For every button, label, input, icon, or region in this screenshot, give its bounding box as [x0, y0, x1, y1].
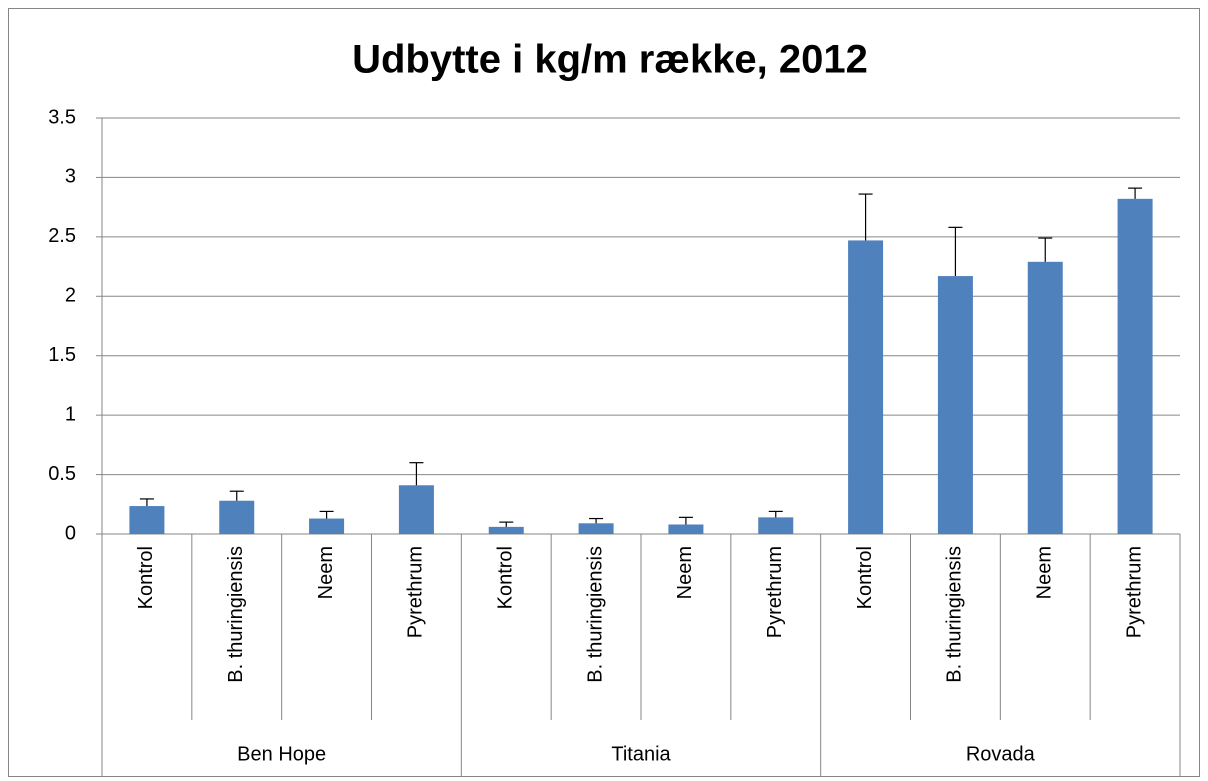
x-tick-label: Pyrethrum — [1123, 546, 1145, 638]
y-tick-label: 1.5 — [48, 344, 76, 366]
group-label: Ben Hope — [237, 743, 326, 765]
x-tick-label: B. thuringiensis — [225, 546, 247, 683]
x-tick-label: Neem — [1034, 546, 1056, 599]
x-tick-label: Kontrol — [135, 546, 157, 609]
y-tick-label: 3 — [65, 166, 76, 188]
group-label: Titania — [611, 743, 671, 765]
x-tick-label: B. thuringiensis — [584, 546, 606, 683]
x-tick-label: Kontrol — [854, 546, 876, 609]
y-tick-label: 1 — [65, 403, 76, 425]
bar — [1117, 198, 1153, 534]
y-tick-label: 0.5 — [48, 463, 76, 485]
x-tick-label: B. thuringiensis — [944, 546, 966, 683]
y-tick-label: 2 — [65, 285, 76, 307]
bar — [668, 524, 704, 534]
x-tick-label: Pyrethrum — [764, 546, 786, 638]
x-tick-label: Pyrethrum — [405, 546, 427, 638]
y-tick-label: 2.5 — [48, 225, 76, 247]
bar — [488, 526, 524, 534]
bar — [129, 506, 165, 534]
bar — [398, 485, 434, 534]
bar — [578, 523, 614, 534]
y-tick-label: 3.5 — [48, 106, 76, 128]
chart-title: Udbytte i kg/m række, 2012 — [352, 38, 868, 82]
y-tick-label: 0 — [65, 522, 76, 544]
chart-border — [8, 8, 1200, 777]
x-tick-label: Neem — [674, 546, 696, 599]
group-label: Rovada — [966, 743, 1036, 765]
bar — [758, 517, 794, 534]
bar — [309, 518, 345, 534]
bar — [1027, 261, 1063, 534]
bar — [937, 276, 973, 534]
x-tick-label: Neem — [315, 546, 337, 599]
x-tick-label: Kontrol — [495, 546, 517, 609]
bar — [848, 240, 884, 534]
bar — [219, 500, 255, 534]
